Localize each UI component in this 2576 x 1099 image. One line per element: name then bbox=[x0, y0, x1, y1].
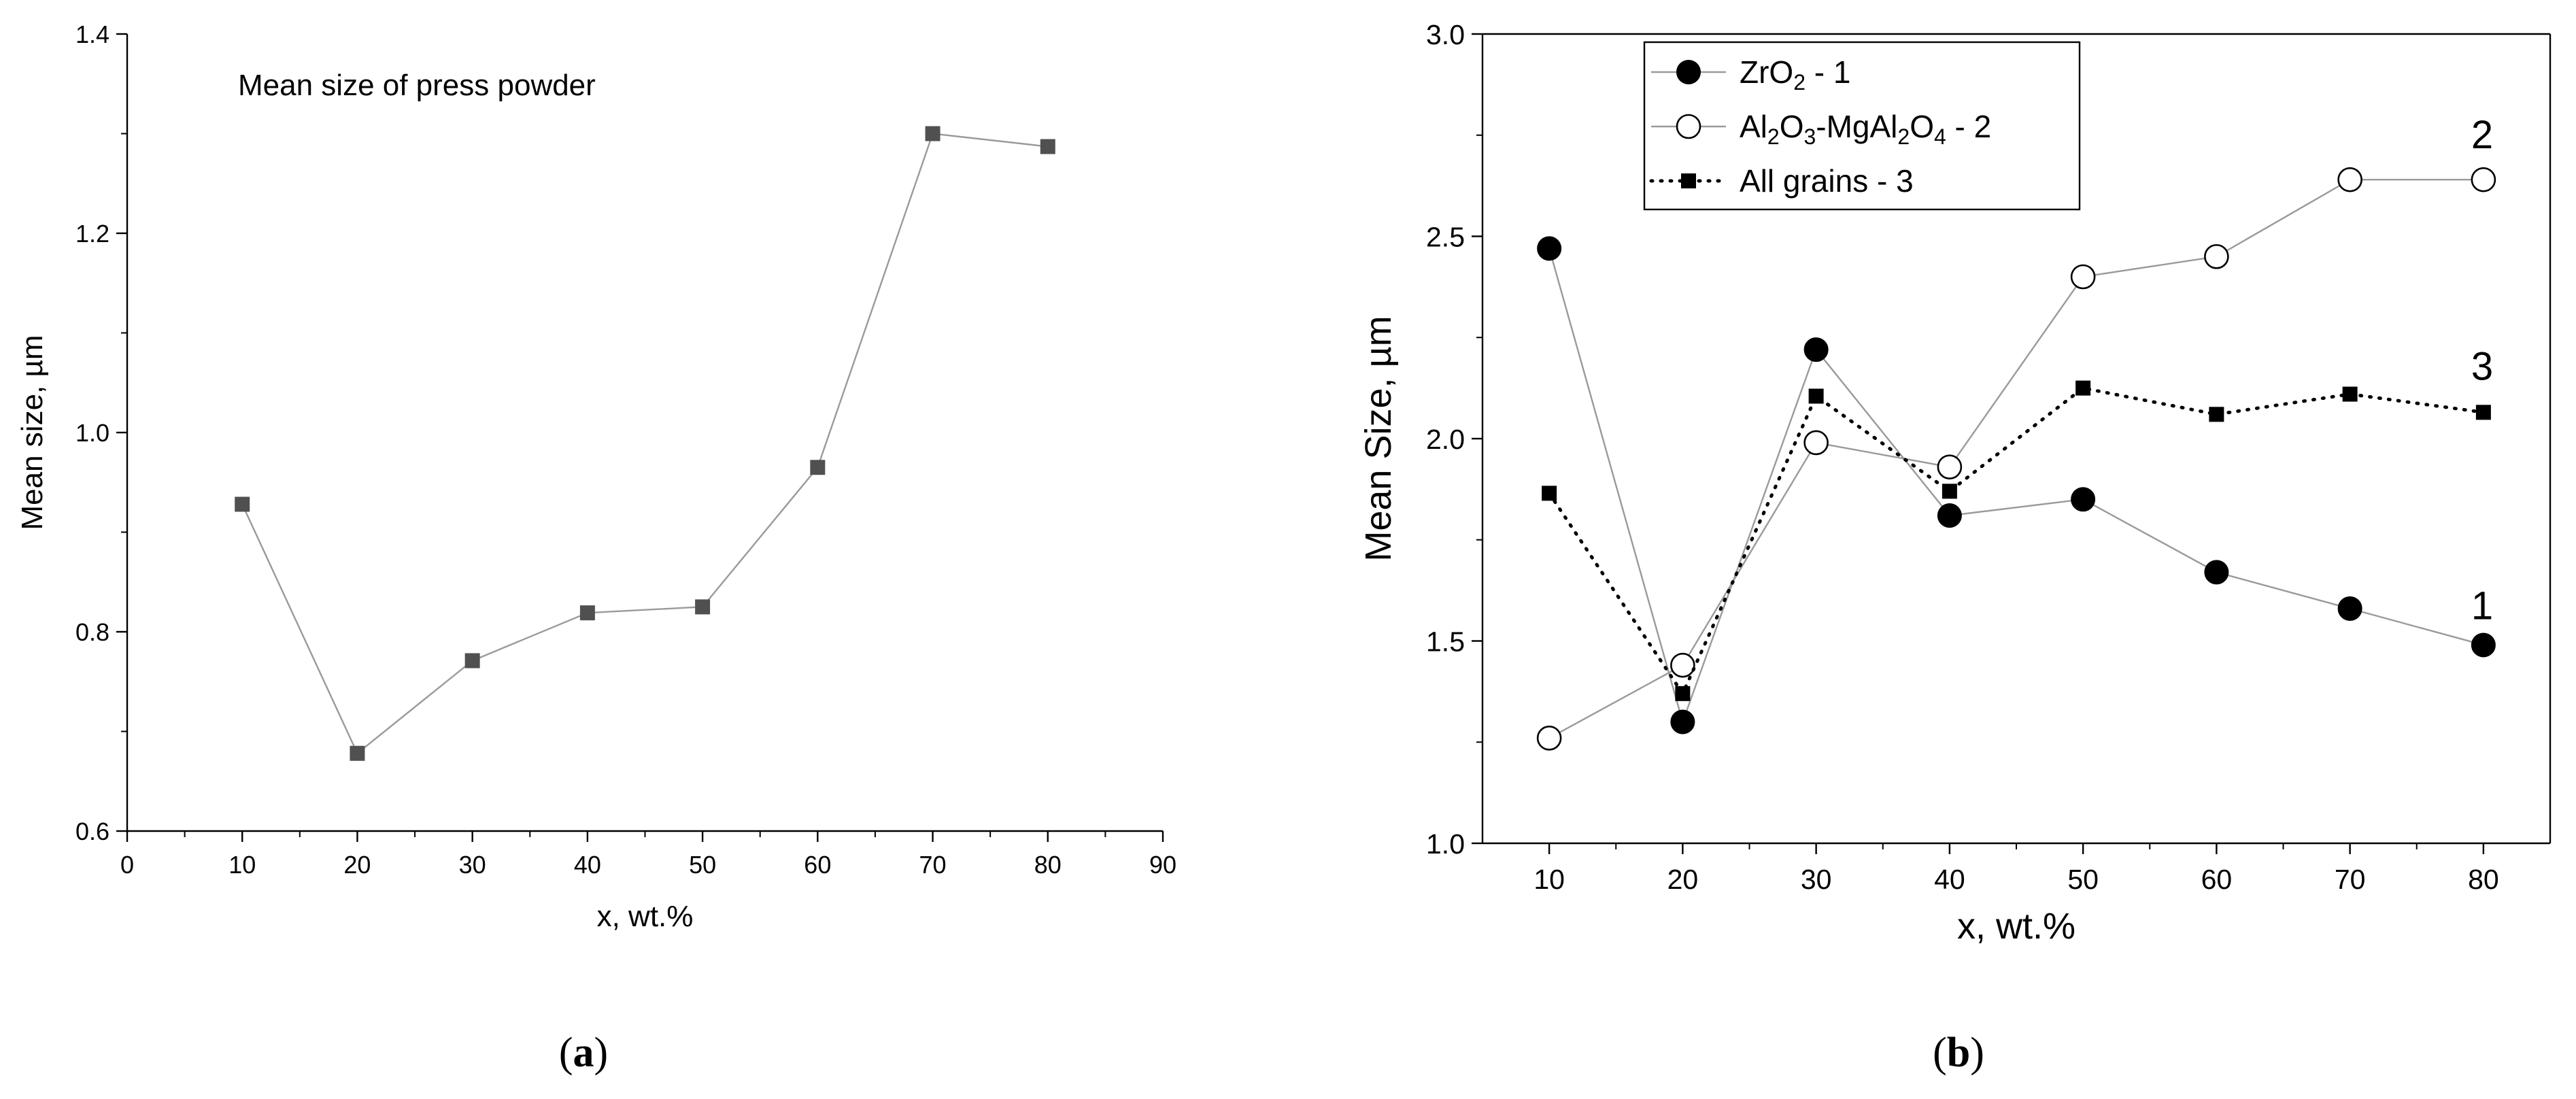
series-2: 2 bbox=[1536, 113, 2496, 751]
x-tick-label: 80 bbox=[2468, 864, 2499, 895]
data-point bbox=[1681, 173, 1696, 188]
axes: 0 10 20 30 40 50 60 70 80 90 0.6 0.8 1.0 1.2 1.4 x, wt.… bbox=[16, 20, 1176, 933]
data-point bbox=[1937, 454, 1963, 479]
data-point bbox=[2204, 560, 2229, 585]
x-tick-label: 40 bbox=[1934, 864, 1965, 895]
panel-label: (b) bbox=[1933, 1030, 1984, 1076]
panel-label: (a) bbox=[559, 1030, 608, 1076]
data-point bbox=[2337, 167, 2362, 192]
y-tick-label: 3.0 bbox=[1426, 19, 1465, 50]
x-tick-label: 60 bbox=[804, 851, 831, 879]
data-point bbox=[1537, 236, 1562, 261]
series-press-powder bbox=[235, 126, 1055, 761]
legend-label: ZrO2 - 1 bbox=[1740, 54, 1850, 95]
x-tick-label: 30 bbox=[459, 851, 486, 879]
series-end-label: 1 bbox=[2471, 584, 2493, 628]
data-point bbox=[2209, 407, 2224, 422]
data-point bbox=[2342, 386, 2358, 402]
axes: 10 20 30 40 50 60 70 80 1.0 1.5 2.0 2.5 3.0 x, wt.% Me… bbox=[1358, 19, 2552, 947]
y-axis-label: Mean Size, µm bbox=[1358, 316, 1399, 561]
data-point bbox=[350, 745, 365, 761]
x-tick-label: 30 bbox=[1801, 864, 1832, 895]
y-tick-label: 2.5 bbox=[1426, 221, 1465, 252]
series-3: 3 bbox=[1542, 344, 2493, 701]
data-point bbox=[1937, 503, 1962, 528]
x-axis-label: x, wt.% bbox=[597, 900, 694, 933]
y-tick-label: 2.0 bbox=[1426, 424, 1465, 455]
data-point bbox=[579, 605, 595, 621]
x-tick-label: 50 bbox=[2067, 864, 2099, 895]
data-point bbox=[1040, 139, 1055, 154]
data-point bbox=[810, 460, 826, 475]
x-tick-label: 0 bbox=[120, 851, 134, 879]
data-point bbox=[1803, 430, 1829, 456]
series-line bbox=[1548, 248, 2484, 725]
x-tick-label: 70 bbox=[919, 851, 947, 879]
y-tick-label: 0.6 bbox=[75, 817, 109, 845]
x-tick-label: 20 bbox=[343, 851, 371, 879]
series-1: 1 bbox=[1537, 236, 2496, 734]
x-tick-label: 20 bbox=[1667, 864, 1699, 895]
series-end-label: 3 bbox=[2471, 344, 2493, 388]
legend-label: All grains - 3 bbox=[1740, 163, 1914, 199]
x-axis-label: x, wt.% bbox=[1957, 906, 2075, 947]
panel-b: 10 20 30 40 50 60 70 80 1.0 1.5 2.0 2.5 3.0 x, wt.% Me… bbox=[1358, 19, 2552, 1076]
data-point bbox=[2471, 167, 2496, 192]
data-point bbox=[1803, 337, 1829, 362]
x-tick-label: 60 bbox=[2201, 864, 2233, 895]
x-tick-label: 10 bbox=[228, 851, 256, 879]
x-tick-label: 40 bbox=[574, 851, 601, 879]
legend-item: All grains - 3 bbox=[1649, 163, 1914, 199]
data-point bbox=[1670, 652, 1695, 678]
legend: ZrO2 - 1 Al2O3-MgAl2O4 - 2 All grains - 3 bbox=[1643, 41, 2081, 211]
data-point bbox=[464, 653, 480, 669]
data-point bbox=[2471, 632, 2496, 658]
data-point bbox=[2075, 380, 2091, 396]
data-point bbox=[695, 599, 711, 615]
legend-label: Al2O3-MgAl2O4 - 2 bbox=[1740, 109, 1991, 149]
panel-a: 0 10 20 30 40 50 60 70 80 90 0.6 0.8 1.0 1.2 1.4 x, wt.… bbox=[16, 20, 1176, 1076]
y-tick-label: 1.0 bbox=[1426, 828, 1465, 860]
x-tick-label: 90 bbox=[1149, 851, 1176, 879]
x-tick-label: 80 bbox=[1034, 851, 1062, 879]
y-tick-label: 1.2 bbox=[75, 220, 109, 248]
data-point bbox=[235, 496, 250, 512]
legend-item: ZrO2 - 1 bbox=[1651, 54, 1850, 95]
data-point bbox=[1676, 114, 1701, 139]
data-point bbox=[2071, 487, 2096, 512]
x-tick-label: 10 bbox=[1533, 864, 1565, 895]
data-point bbox=[2475, 405, 2491, 420]
data-point bbox=[2337, 596, 2362, 621]
y-tick-label: 1.0 bbox=[75, 419, 109, 447]
y-tick-label: 1.5 bbox=[1426, 626, 1465, 657]
data-point bbox=[1675, 686, 1691, 701]
series-end-label: 2 bbox=[2471, 113, 2493, 157]
data-point bbox=[1942, 484, 1957, 499]
data-point bbox=[925, 126, 940, 141]
x-tick-label: 50 bbox=[689, 851, 716, 879]
data-point bbox=[1808, 388, 1824, 404]
data-point bbox=[1542, 486, 1557, 501]
legend-item: Al2O3-MgAl2O4 - 2 bbox=[1651, 109, 1991, 149]
series-line bbox=[1547, 386, 2486, 698]
x-tick-label: 70 bbox=[2335, 864, 2366, 895]
data-point bbox=[1536, 726, 1562, 751]
data-point bbox=[1676, 60, 1701, 84]
y-tick-label: 0.8 bbox=[75, 618, 109, 646]
data-point bbox=[2070, 264, 2096, 290]
data-point bbox=[2204, 243, 2229, 269]
data-point bbox=[1670, 709, 1695, 734]
annotation: Mean size of press powder bbox=[238, 69, 596, 102]
y-tick-label: 1.4 bbox=[75, 20, 109, 48]
series-line bbox=[1548, 179, 2484, 739]
y-axis-label: Mean size, µm bbox=[16, 335, 49, 530]
series-line bbox=[241, 133, 1048, 755]
